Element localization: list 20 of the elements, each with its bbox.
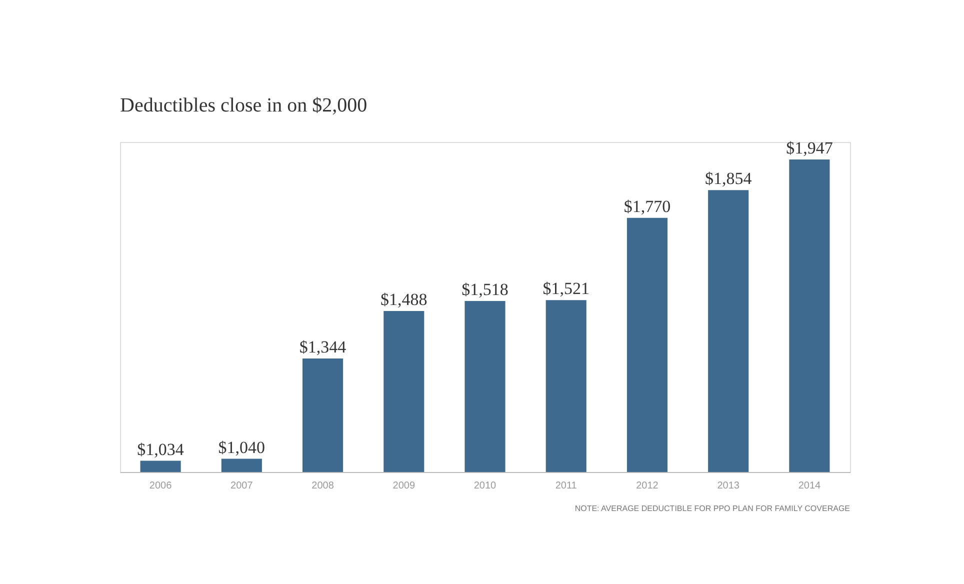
data-label: $1,770 xyxy=(624,196,671,216)
x-tick-label: 2013 xyxy=(717,480,740,492)
text: NOTE: AVERAGE DEDUCTIBLE FOR PPO PLAN FOR FAMILY COVERAGE xyxy=(574,504,850,513)
x-tick-label: 2014 xyxy=(798,480,822,492)
data-label: $1,518 xyxy=(462,280,508,300)
x-tick-label: 2007 xyxy=(230,480,254,492)
x-tick-label: 2009 xyxy=(392,480,416,492)
data-label: $1,854 xyxy=(704,169,752,188)
chart-title: Deductibles close in on $2,000 xyxy=(120,94,368,116)
x-tick-label: 2008 xyxy=(312,480,334,492)
x-tick-label: 2010 xyxy=(474,480,497,492)
data-label: $1,521 xyxy=(542,279,590,298)
data-label: $1,344 xyxy=(299,337,347,356)
data-label: $1,040 xyxy=(218,438,266,457)
data-label: $1,488 xyxy=(380,290,428,309)
data-label: $1,947 xyxy=(786,138,834,158)
data-label: $1,034 xyxy=(137,440,184,459)
x-tick-label: 2012 xyxy=(636,480,659,492)
x-tick-label: 2006 xyxy=(149,480,172,492)
x-tick-label: 2011 xyxy=(555,480,578,492)
